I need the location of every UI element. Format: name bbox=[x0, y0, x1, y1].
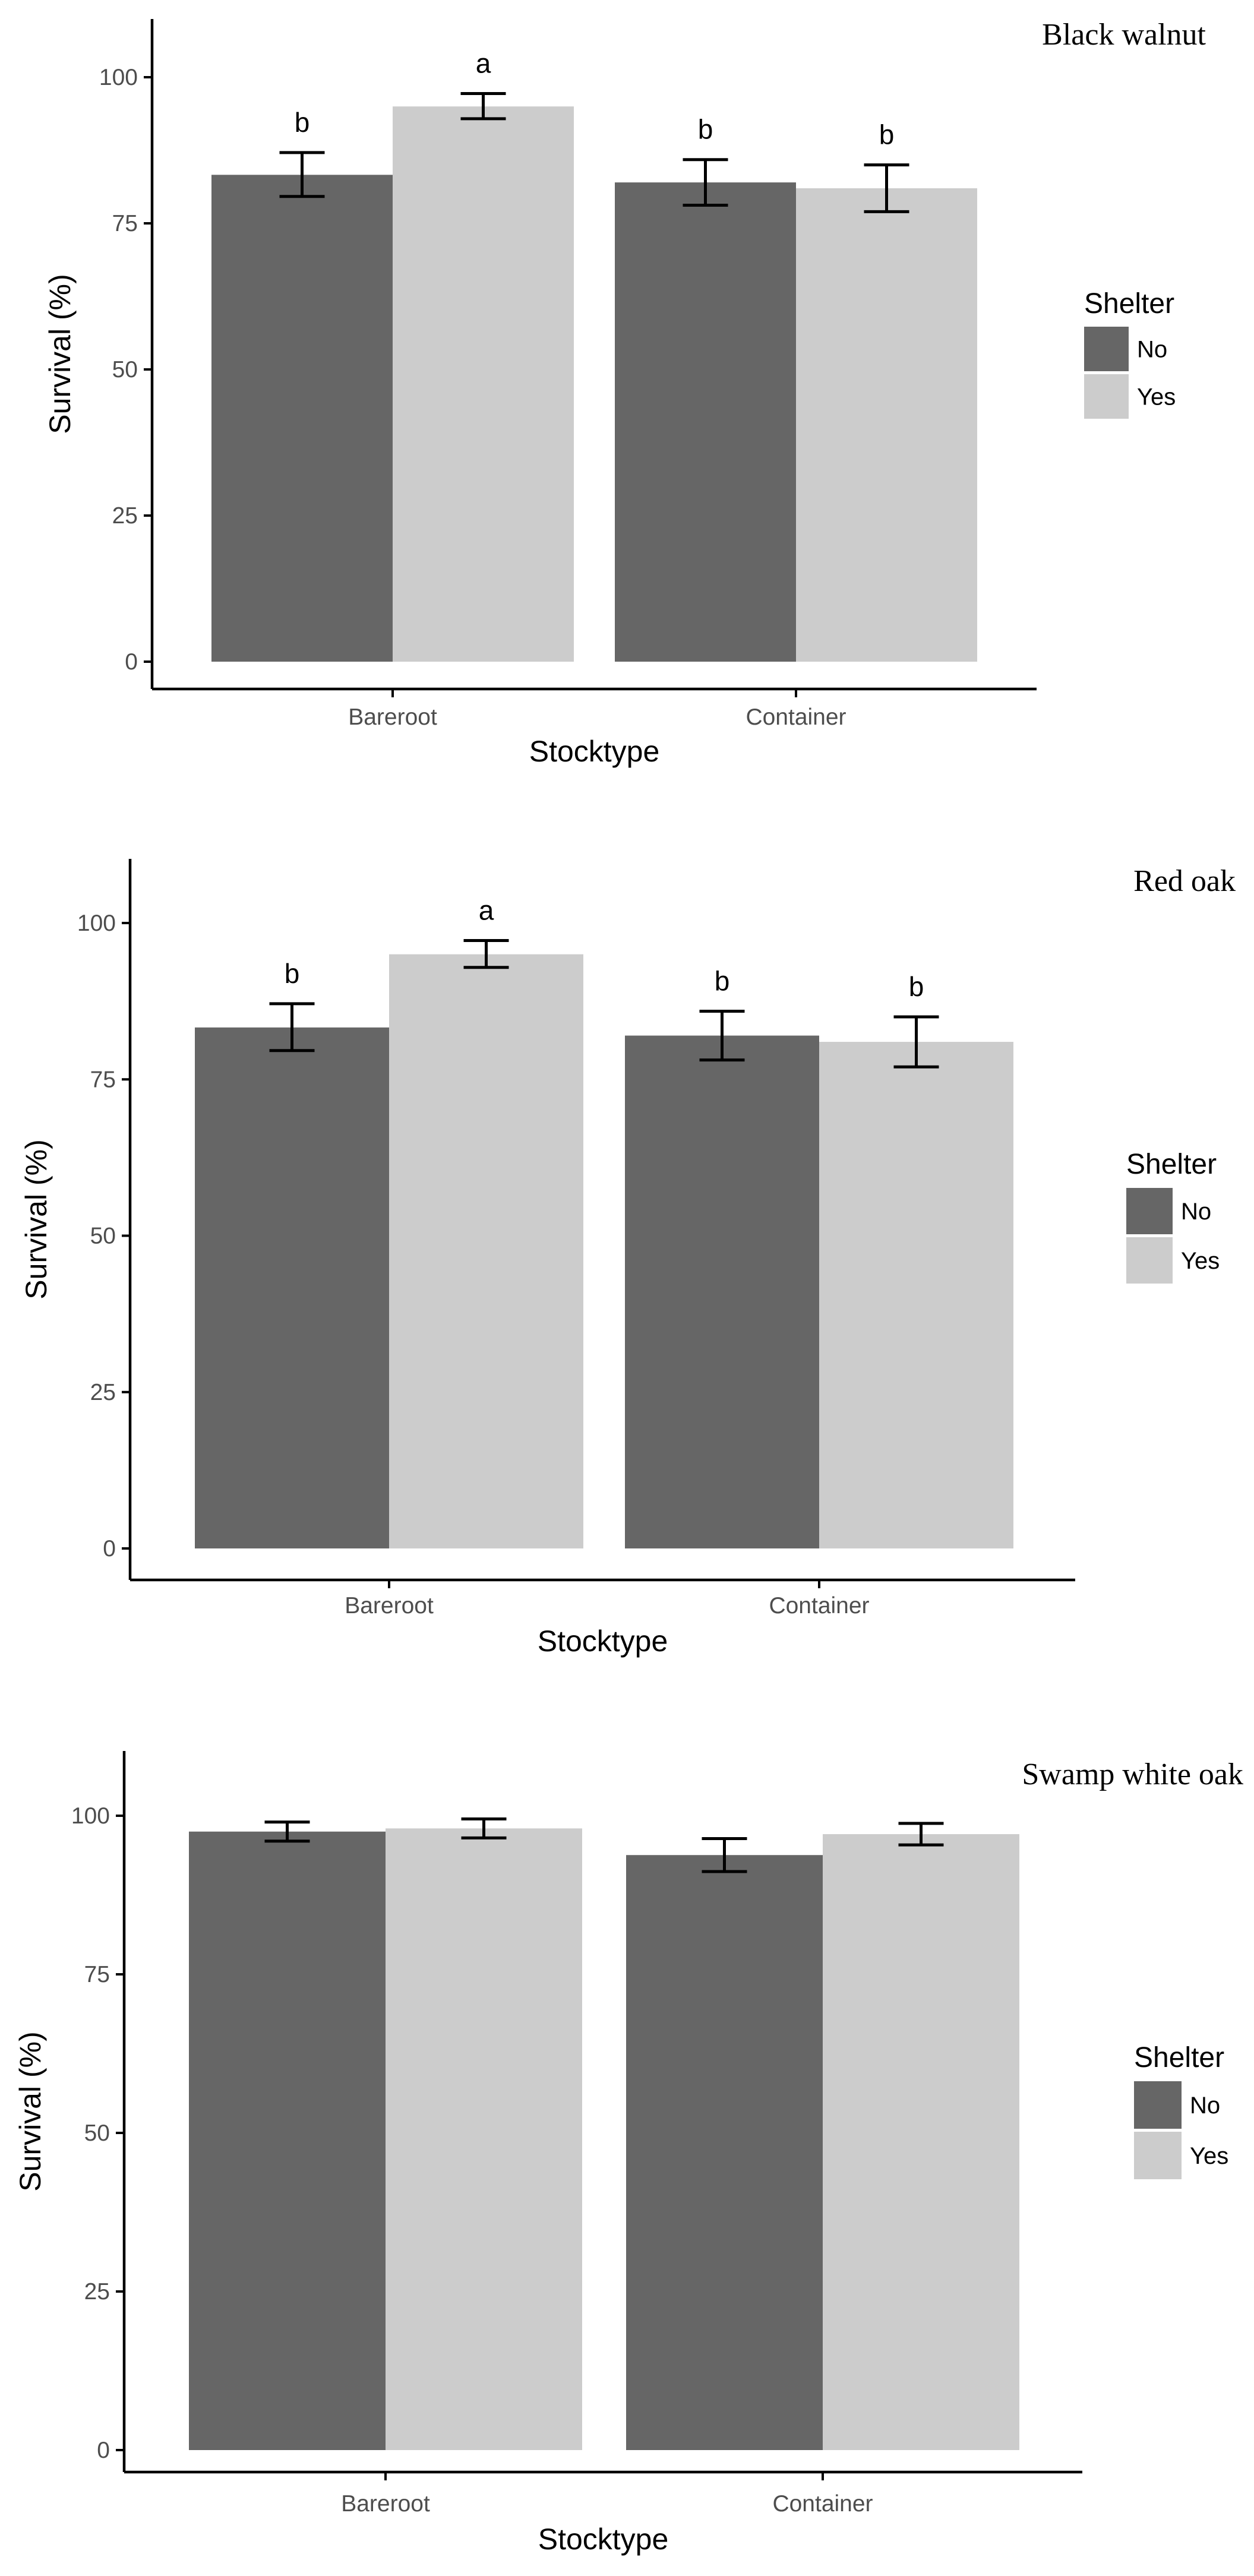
y-tick-label: 25 bbox=[112, 503, 138, 529]
bar-container-yes bbox=[819, 1042, 1013, 1548]
y-tick-label: 100 bbox=[77, 911, 116, 936]
x-tick-label: Bareroot bbox=[348, 704, 437, 730]
x-axis-title: Stocktype bbox=[538, 1624, 668, 1658]
y-axis-title: Survival (%) bbox=[20, 1139, 53, 1299]
bar-bareroot-no bbox=[211, 175, 393, 662]
x-tick-label: Bareroot bbox=[341, 2491, 430, 2517]
significance-label: b bbox=[698, 114, 713, 145]
significance-label: a bbox=[479, 895, 494, 925]
bar-container-yes bbox=[823, 1834, 1019, 2450]
legend-swatch-no bbox=[1134, 2081, 1182, 2129]
y-tick-label: 50 bbox=[84, 2120, 110, 2146]
significance-label: b bbox=[909, 971, 924, 1002]
x-tick-label: Bareroot bbox=[345, 1593, 434, 1619]
panel-swamp-white-oak: 0 25 50 75 100 Bareroot Container Stocktype Surv… bbox=[14, 1751, 1243, 2556]
bar-bareroot-yes bbox=[393, 106, 574, 662]
y-tick-label: 25 bbox=[90, 1380, 116, 1405]
significance-label: b bbox=[285, 958, 300, 989]
y-axis-title: Survival (%) bbox=[14, 2031, 47, 2191]
legend-swatch-yes bbox=[1084, 374, 1129, 419]
legend-swatch-yes bbox=[1134, 2132, 1182, 2179]
bar-container-no bbox=[626, 1855, 823, 2450]
x-tick-label: Container bbox=[772, 2491, 873, 2517]
y-tick-label: 0 bbox=[97, 2438, 110, 2463]
y-tick-label: 0 bbox=[125, 649, 138, 675]
bar-container-yes bbox=[796, 188, 977, 662]
y-tick-label: 100 bbox=[71, 1803, 110, 1829]
y-tick-label: 50 bbox=[112, 357, 138, 383]
y-tick-label: 0 bbox=[103, 1536, 116, 1562]
y-tick-label: 75 bbox=[90, 1067, 116, 1092]
legend-label-no: No bbox=[1181, 1199, 1211, 1225]
significance-label: b bbox=[879, 119, 895, 150]
significance-label: a bbox=[476, 48, 491, 79]
x-tick-label: Container bbox=[769, 1593, 869, 1619]
y-tick-label: 100 bbox=[99, 65, 138, 90]
significance-label: b bbox=[295, 107, 310, 138]
panel-title: Swamp white oak bbox=[1022, 1758, 1243, 1791]
bar-bareroot-yes bbox=[386, 1828, 582, 2450]
bar-container-no bbox=[615, 182, 796, 662]
legend-label-yes: Yes bbox=[1137, 384, 1176, 410]
panel-red-oak: b a b b 0 25 50 75 100 Bareroot Container Stocktype… bbox=[20, 859, 1236, 1658]
legend-swatch-no bbox=[1084, 327, 1129, 371]
panel-title: Black walnut bbox=[1042, 18, 1206, 52]
legend-title: Shelter bbox=[1126, 1149, 1217, 1180]
panel-black-walnut: b a b b 0 25 50 75 100 Bareroot Container Stocktype… bbox=[43, 18, 1206, 768]
legend-swatch-no bbox=[1126, 1188, 1173, 1234]
bar-bareroot-no bbox=[195, 1027, 389, 1548]
panel-title: Red oak bbox=[1133, 864, 1236, 898]
legend-title: Shelter bbox=[1084, 288, 1174, 320]
y-tick-label: 75 bbox=[112, 211, 138, 236]
bar-bareroot-no bbox=[189, 1831, 386, 2450]
legend-swatch-yes bbox=[1126, 1237, 1173, 1284]
legend-label-yes: Yes bbox=[1190, 2143, 1228, 2169]
x-tick-label: Container bbox=[746, 704, 846, 730]
legend-label-yes: Yes bbox=[1181, 1248, 1220, 1274]
legend-title: Shelter bbox=[1134, 2042, 1224, 2074]
x-axis-title: Stocktype bbox=[538, 2523, 669, 2556]
legend-label-no: No bbox=[1137, 337, 1167, 363]
y-tick-label: 50 bbox=[90, 1224, 116, 1249]
x-axis-title: Stocktype bbox=[529, 735, 660, 768]
bar-bareroot-yes bbox=[389, 954, 583, 1548]
y-tick-label: 25 bbox=[84, 2279, 110, 2305]
y-axis-title: Survival (%) bbox=[43, 274, 77, 434]
significance-label: b bbox=[715, 965, 730, 996]
y-tick-label: 75 bbox=[84, 1962, 110, 1987]
bar-container-no bbox=[625, 1035, 819, 1548]
legend-label-no: No bbox=[1190, 2093, 1220, 2119]
